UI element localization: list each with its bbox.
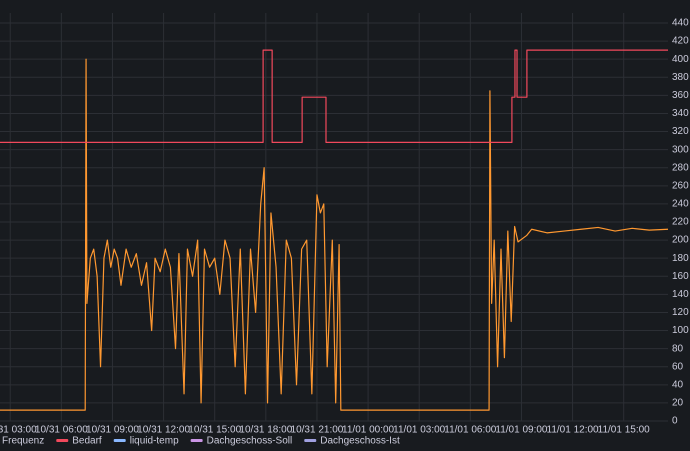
legend-item[interactable]: Dachgeschoss-Soll	[190, 436, 293, 447]
y-tick-label: 60	[672, 361, 684, 372]
y-tick-label: 0	[672, 416, 678, 427]
legend-label: liquid-temp	[130, 436, 179, 447]
y-tick-label: 280	[672, 162, 689, 173]
y-tick-label: 300	[672, 144, 689, 155]
x-tick-label: 11/01 06:00	[444, 425, 497, 436]
x-tick-label: 10/31 06:00	[35, 425, 88, 436]
series-line	[0, 58, 669, 411]
x-tick-label: 10/31 03:00	[0, 425, 37, 436]
legend-swatch	[56, 439, 69, 442]
y-tick-label: 180	[672, 253, 689, 264]
y-tick-label: 440	[672, 18, 689, 29]
y-tick-label: 380	[672, 72, 689, 83]
x-tick-label: 11/01 15:00	[598, 425, 651, 436]
y-tick-label: 240	[672, 199, 689, 210]
x-tick-label: 11/01 03:00	[393, 425, 446, 436]
x-tick-label: 11/01 12:00	[547, 425, 600, 436]
legend-swatch	[190, 439, 203, 442]
legend-label: Dachgeschoss-Soll	[207, 436, 293, 447]
y-tick-label: 200	[672, 235, 689, 246]
legend-swatch	[113, 439, 126, 442]
legend-label: Dachgeschoss-Ist	[320, 436, 400, 447]
x-tick-label: 11/01 00:00	[342, 425, 395, 436]
legend-label: Frequenz	[2, 436, 44, 447]
y-tick-label: 420	[672, 36, 689, 47]
y-tick-label: 140	[672, 289, 689, 300]
y-tick-label: 320	[672, 126, 689, 137]
legend-item[interactable]: Dachgeschoss-Ist	[304, 436, 400, 447]
y-tick-label: 100	[672, 325, 689, 336]
y-tick-label: 260	[672, 180, 689, 191]
y-tick-label: 80	[672, 343, 684, 354]
legend-label: Bedarf	[72, 436, 102, 447]
legend-item[interactable]: liquid-temp	[113, 436, 179, 447]
x-tick-label: 10/31 12:00	[137, 425, 190, 436]
legend-item[interactable]: Bedarf	[56, 436, 102, 447]
y-tick-label: 400	[672, 54, 689, 65]
y-tick-label: 120	[672, 307, 689, 318]
y-tick-label: 40	[672, 379, 684, 390]
legend-item[interactable]: Frequenz	[0, 436, 44, 447]
legend-swatch	[304, 439, 317, 442]
legend: Frequenz Bedarf liquid-temp Dachgeschoss-So…	[0, 436, 400, 447]
x-tick-label: 10/31 21:00	[291, 425, 344, 436]
y-tick-label: 360	[672, 90, 689, 101]
x-tick-label: 10/31 15:00	[188, 425, 241, 436]
x-tick-label: 10/31 09:00	[86, 425, 139, 436]
y-tick-label: 340	[672, 108, 689, 119]
y-tick-label: 160	[672, 271, 689, 282]
y-tick-label: 20	[672, 398, 684, 409]
series-line	[0, 49, 668, 143]
x-tick-label: 10/31 18:00	[239, 425, 292, 436]
y-tick-label: 220	[672, 217, 689, 228]
x-tick-label: 11/01 09:00	[495, 425, 548, 436]
